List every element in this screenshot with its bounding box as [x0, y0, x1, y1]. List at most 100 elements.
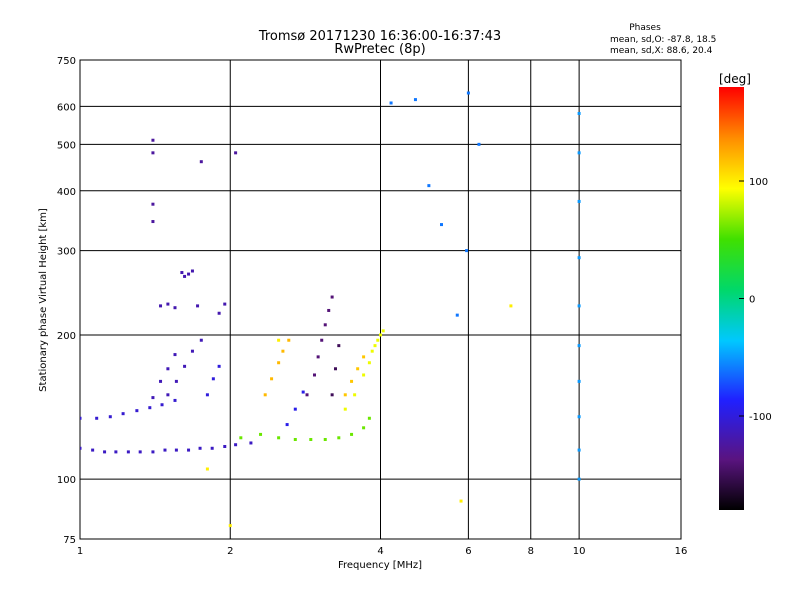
data-point: [577, 344, 581, 348]
data-point: [577, 199, 581, 203]
data-point: [466, 91, 470, 95]
data-point: [234, 443, 238, 447]
stats-heading: Phases: [629, 23, 661, 33]
data-point: [163, 448, 167, 452]
data-point: [356, 367, 360, 371]
data-point: [180, 271, 184, 275]
y-tick-label: 500: [57, 140, 76, 151]
data-point: [285, 423, 289, 427]
data-point: [389, 101, 393, 105]
data-point: [427, 184, 431, 188]
data-point: [477, 142, 481, 146]
x-tick-label: 6: [465, 546, 471, 557]
data-point: [263, 393, 267, 397]
data-point: [108, 415, 112, 419]
data-point: [151, 396, 155, 400]
data-point: [376, 338, 380, 342]
data-point: [151, 220, 155, 224]
data-point: [270, 377, 274, 381]
data-point: [323, 438, 327, 442]
data-point: [577, 256, 581, 260]
data-point: [103, 450, 107, 454]
data-point: [330, 393, 334, 397]
data-point: [327, 308, 331, 312]
colorbar-label: [deg]: [719, 72, 751, 86]
data-point: [455, 313, 459, 317]
data-point: [174, 379, 178, 383]
data-point: [151, 138, 155, 142]
data-point: [80, 416, 82, 420]
data-point: [413, 98, 417, 102]
data-point: [211, 377, 215, 381]
data-point: [151, 202, 155, 206]
data-point: [330, 295, 334, 299]
x-tick-label: 8: [528, 546, 534, 557]
colorbar-ticks: 100 0 -100: [739, 177, 772, 423]
colorbar-tick-label: 100: [749, 177, 768, 188]
data-point: [159, 304, 163, 308]
data-point: [91, 448, 95, 452]
data-point: [210, 446, 214, 450]
data-point: [277, 338, 281, 342]
data-point: [343, 393, 347, 397]
y-tick-label: 200: [57, 331, 76, 342]
data-point: [151, 450, 155, 454]
y-tick-label: 750: [57, 56, 76, 67]
data-point: [80, 446, 82, 450]
x-axis-label: Frequency [MHz]: [338, 560, 422, 571]
y-tick-label: 400: [57, 187, 76, 198]
data-point: [362, 355, 366, 359]
data-point: [217, 311, 221, 315]
data-point: [577, 379, 581, 383]
data-point: [373, 344, 377, 348]
x-axis-ticks: 1 2 4 6 8 10 16: [77, 546, 688, 557]
data-point: [309, 438, 313, 442]
data-point: [217, 364, 221, 368]
stats-line-x: mean, sd,X: 88.6, 20.4: [610, 46, 713, 56]
data-point: [293, 407, 297, 411]
data-point: [312, 373, 316, 377]
y-tick-label: 300: [57, 247, 76, 258]
data-point: [379, 333, 382, 337]
y-axis-ticks: 75 100 200 300 400 500 600 750: [57, 56, 76, 546]
data-point: [509, 304, 513, 308]
data-point: [277, 361, 281, 365]
data-point: [228, 524, 232, 528]
data-point: [223, 444, 227, 448]
data-point: [333, 367, 337, 371]
chart-title: Tromsø 20171230 16:36:00-16:37:43: [258, 29, 501, 44]
data-point: [198, 446, 202, 450]
data-point: [353, 393, 357, 397]
chart-subtitle: RwPretec (8p): [334, 42, 425, 57]
data-point: [577, 304, 581, 308]
data-point: [151, 151, 155, 155]
data-point: [362, 373, 366, 377]
data-point: [367, 361, 371, 365]
data-point: [190, 269, 194, 273]
data-point: [114, 450, 118, 454]
data-point: [95, 416, 99, 420]
data-point: [199, 160, 203, 164]
data-point: [301, 390, 305, 394]
data-point: [323, 323, 327, 327]
data-point: [465, 249, 469, 253]
x-tick-label: 4: [377, 546, 383, 557]
data-point: [337, 344, 341, 348]
data-point: [350, 432, 354, 436]
data-point: [205, 393, 209, 397]
data-point: [305, 393, 309, 397]
data-point: [187, 448, 191, 452]
data-point: [121, 412, 125, 416]
data-point: [126, 450, 130, 454]
data-point: [199, 338, 203, 342]
x-tick-label: 2: [227, 546, 233, 557]
data-point: [173, 306, 177, 310]
y-axis-label: Stationary phase Virtual Height [km]: [38, 208, 49, 392]
data-point: [577, 111, 581, 115]
data-point: [173, 353, 177, 357]
data-point: [159, 379, 163, 383]
data-point: [320, 338, 324, 342]
data-point: [577, 415, 581, 419]
data-point: [459, 499, 463, 503]
data-point: [183, 364, 187, 368]
